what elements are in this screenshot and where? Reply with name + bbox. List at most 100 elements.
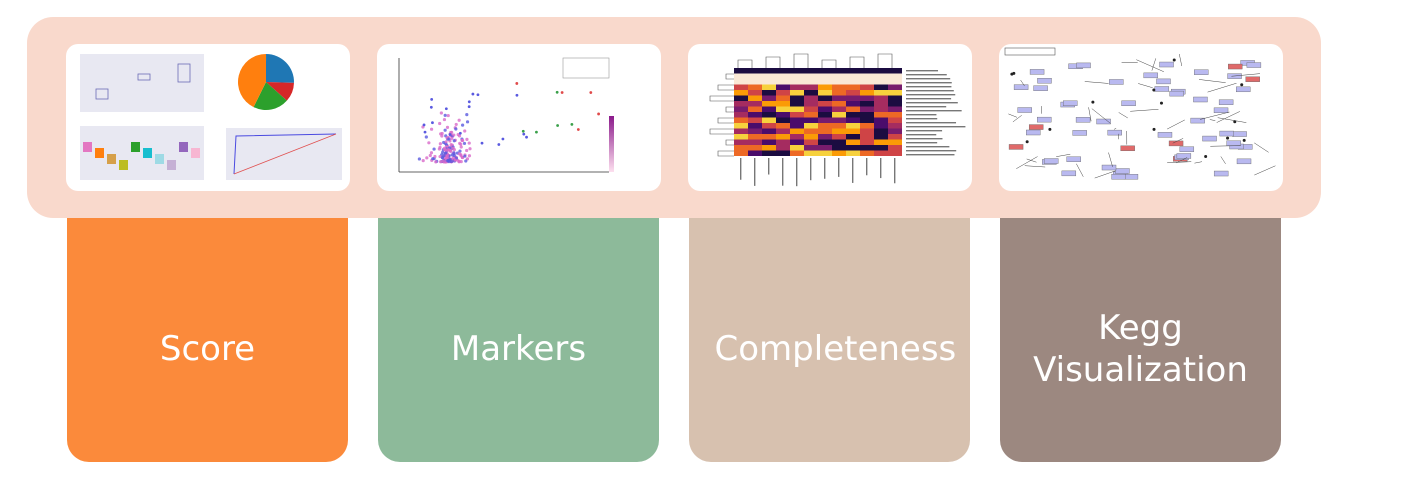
point [445, 125, 450, 129]
point [431, 157, 435, 161]
point [450, 153, 454, 157]
link [1210, 145, 1241, 147]
completeness-card[interactable]: Completeness [689, 190, 970, 462]
heat-cell [846, 84, 860, 90]
point [476, 93, 480, 97]
heat-cell [818, 95, 832, 101]
heat-cell [860, 123, 874, 129]
pie-slice [266, 82, 294, 101]
enzyme [1245, 76, 1260, 82]
row-label [906, 118, 938, 120]
enzyme [1026, 129, 1041, 136]
heat-cell [860, 73, 874, 79]
enzyme [1029, 69, 1045, 75]
point [439, 111, 443, 115]
heat-cell [762, 101, 776, 107]
link [1199, 111, 1230, 120]
kegg-card[interactable]: Kegg Visualization [1000, 190, 1281, 462]
heat-cell [832, 79, 846, 85]
point [465, 148, 469, 153]
point [450, 136, 454, 141]
enzyme [1213, 170, 1229, 177]
box [177, 63, 191, 83]
heat-cell [888, 90, 902, 96]
row-label [906, 134, 937, 136]
point [464, 159, 468, 163]
heat-cell [846, 123, 860, 129]
pie-slice [266, 54, 294, 83]
point [441, 159, 446, 163]
point [443, 128, 447, 132]
dendrogram [717, 84, 734, 91]
markers-card[interactable]: Markers [378, 190, 659, 462]
point [454, 122, 458, 127]
dendrogram [737, 59, 753, 68]
link [1088, 107, 1092, 122]
preview-image [398, 57, 614, 173]
link [1198, 79, 1226, 83]
point [427, 141, 431, 145]
heat-cell [804, 134, 818, 140]
heat-cell [804, 139, 818, 145]
enzyme [1037, 78, 1052, 84]
heat-cell [762, 68, 776, 74]
box [131, 142, 140, 152]
heat-cell [776, 134, 790, 140]
heat-cell [748, 106, 762, 112]
link [1176, 157, 1188, 164]
compound [1242, 138, 1246, 142]
point [444, 151, 448, 155]
heat-cell [846, 95, 860, 101]
dendrogram [765, 56, 781, 68]
point [438, 121, 442, 126]
heat-cell [874, 139, 888, 145]
heat-cell [790, 95, 804, 101]
heat-cell [846, 139, 860, 145]
heat-cell [734, 123, 748, 129]
heat-cell [748, 73, 762, 79]
heat-cell [790, 101, 804, 107]
point [576, 128, 580, 131]
heat-cell [734, 79, 748, 85]
heat-cell [776, 150, 790, 156]
point [471, 92, 475, 96]
row-label [906, 130, 943, 132]
point [497, 143, 501, 146]
point [425, 156, 429, 160]
point [457, 118, 461, 122]
markers-preview [377, 44, 661, 191]
heat-cell [818, 117, 832, 123]
point [448, 148, 452, 153]
compound [1204, 155, 1208, 159]
point [428, 153, 432, 158]
heat-cell [790, 123, 804, 129]
enzyme [1228, 63, 1243, 70]
link [1167, 161, 1192, 164]
col-label [768, 158, 770, 175]
link [1136, 59, 1164, 72]
heat-cell [888, 145, 902, 151]
point [452, 133, 456, 137]
heat-cell [860, 145, 874, 151]
heat-cell [734, 73, 748, 79]
point [439, 160, 443, 164]
heat-cell [804, 95, 818, 101]
heat-cell [832, 117, 846, 123]
point [417, 157, 421, 161]
heat-cell [790, 134, 804, 140]
heat-cell [790, 128, 804, 134]
enzyme [1159, 61, 1174, 68]
enzyme [1168, 140, 1184, 147]
point [560, 91, 564, 94]
heat-cell [846, 117, 860, 123]
enzyme [1043, 158, 1059, 164]
heat-cell [734, 139, 748, 145]
score-card[interactable]: Score [67, 190, 348, 462]
point [467, 105, 471, 109]
heat-cell [888, 117, 902, 123]
heat-cell [888, 95, 902, 101]
heat-cell [734, 150, 748, 156]
heat-cell [860, 117, 874, 123]
heat-cell [888, 84, 902, 90]
card-label: Markers [450, 329, 587, 369]
